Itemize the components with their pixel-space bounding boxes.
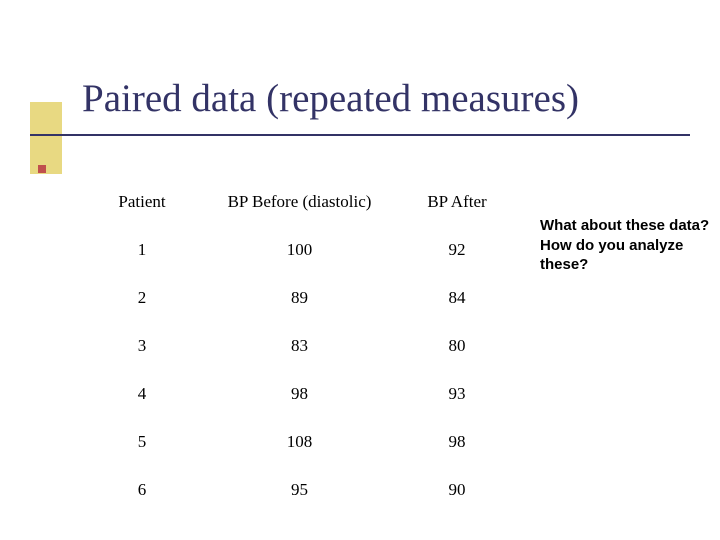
table-cell: 108 — [202, 418, 397, 466]
table-cell: 83 — [202, 322, 397, 370]
table-cell: 84 — [397, 274, 517, 322]
table-cell: 2 — [82, 274, 202, 322]
col-header-patient: Patient — [82, 178, 202, 226]
table-cell: 98 — [397, 418, 517, 466]
table-cell: 4 — [82, 370, 202, 418]
col-header-bp-before: BP Before (diastolic) — [202, 178, 397, 226]
table-cell: 80 — [397, 322, 517, 370]
table-row: 110092 — [82, 226, 517, 274]
table-row: 28984 — [82, 274, 517, 322]
table-cell: 98 — [202, 370, 397, 418]
annotation-note: What about these data? How do you analyz… — [540, 216, 715, 275]
slide: Paired data (repeated measures) Patient … — [0, 0, 720, 540]
table-cell: 95 — [202, 466, 397, 514]
col-header-bp-after: BP After — [397, 178, 517, 226]
title-underline — [30, 134, 690, 136]
table-cell: 1 — [82, 226, 202, 274]
table-row: 510898 — [82, 418, 517, 466]
table-header-row: Patient BP Before (diastolic) BP After — [82, 178, 517, 226]
table-body: 11009228984383804989351089869590 — [82, 226, 517, 514]
table-cell: 3 — [82, 322, 202, 370]
page-title: Paired data (repeated measures) — [82, 76, 579, 121]
table-cell: 5 — [82, 418, 202, 466]
table-cell: 89 — [202, 274, 397, 322]
table-cell: 92 — [397, 226, 517, 274]
table-row: 69590 — [82, 466, 517, 514]
table-row: 49893 — [82, 370, 517, 418]
data-table: Patient BP Before (diastolic) BP After 1… — [82, 178, 517, 514]
accent-block — [30, 102, 62, 174]
table-cell: 90 — [397, 466, 517, 514]
table-cell: 93 — [397, 370, 517, 418]
bullet-icon — [38, 165, 46, 173]
table-row: 38380 — [82, 322, 517, 370]
table-cell: 6 — [82, 466, 202, 514]
table-cell: 100 — [202, 226, 397, 274]
